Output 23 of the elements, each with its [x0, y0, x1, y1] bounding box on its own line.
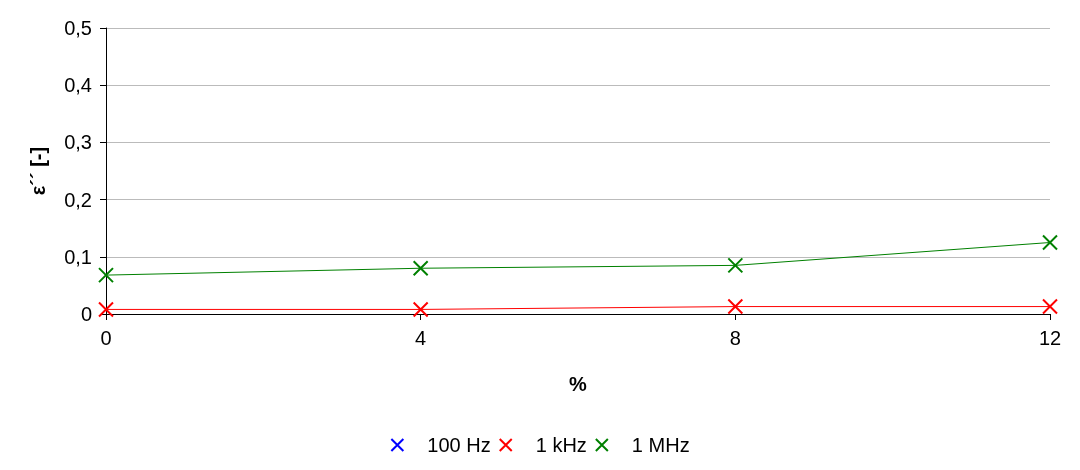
point	[1042, 234, 1058, 251]
point	[1042, 298, 1058, 315]
point	[98, 301, 114, 318]
y-tick-label: 0	[80, 303, 92, 325]
x-tick-label: 8	[729, 327, 741, 349]
y-tick-label: 0,4	[64, 74, 92, 97]
point	[98, 267, 114, 284]
legend-label: 100 Hz	[427, 434, 491, 456]
y-axis-title: ε´´ [-]	[27, 146, 49, 196]
x-tick-label: 0	[100, 327, 112, 349]
x-tick-label: 12	[1038, 327, 1062, 349]
legend-label: 1 MHz	[631, 434, 690, 456]
x-axis-title: %	[569, 373, 588, 395]
legend-label: 1 kHz	[535, 434, 587, 456]
y-tick-label: 0,1	[64, 245, 92, 268]
point	[412, 301, 429, 318]
point	[727, 257, 744, 274]
y-tick-label: 0,3	[64, 131, 92, 154]
x-tick-label: 4	[415, 327, 427, 349]
y-tick-label: 0,5	[64, 17, 92, 39]
y-tick-label: 0,2	[64, 188, 92, 211]
point	[412, 260, 429, 277]
point	[727, 298, 744, 315]
